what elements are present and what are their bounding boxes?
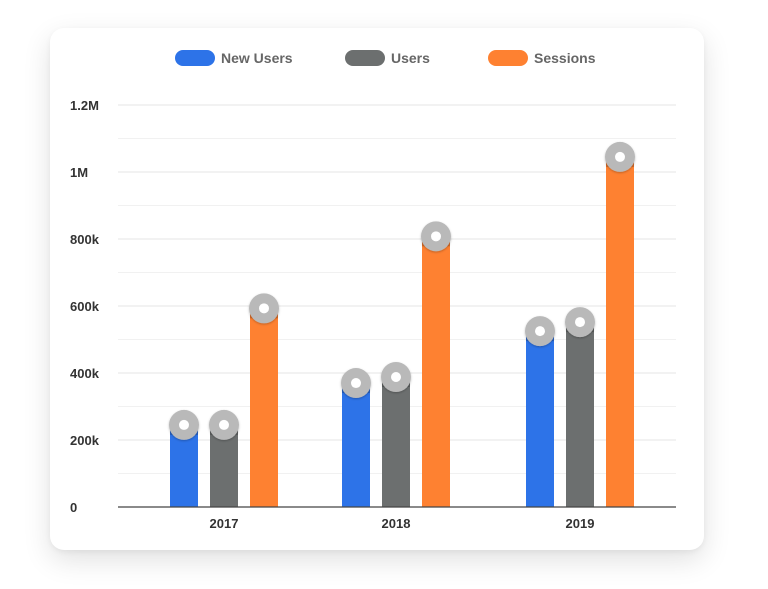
bar-new-users-2018[interactable] (342, 383, 370, 507)
data-point-marker-center (535, 326, 545, 337)
data-point-marker-center (615, 151, 625, 162)
legend-item-new-users[interactable]: New Users (175, 50, 293, 66)
bar-users-2018[interactable] (382, 377, 410, 507)
y-axis: 0 200k 400k 600k 800k 1M 1.2M (70, 98, 100, 515)
bar-sessions-2017[interactable] (250, 308, 278, 507)
y-tick-label: 1.2M (70, 98, 99, 113)
y-tick-label: 1M (70, 165, 88, 180)
data-point-marker-center (219, 419, 229, 430)
data-point-marker-center (391, 372, 401, 383)
legend-swatch (345, 50, 385, 66)
legend-label: New Users (221, 50, 293, 66)
legend-swatch (175, 50, 215, 66)
bar-new-users-2019[interactable] (526, 331, 554, 507)
data-point-marker-center (259, 303, 269, 314)
data-point-marker-center (179, 419, 189, 430)
x-axis: 2017 2018 2019 (118, 506, 676, 531)
legend-item-sessions[interactable]: Sessions (488, 50, 596, 66)
data-point-marker-center (431, 231, 441, 242)
bar-users-2019[interactable] (566, 322, 594, 507)
y-tick-label: 600k (70, 299, 100, 314)
y-tick-label: 0 (70, 500, 77, 515)
bar-sessions-2018[interactable] (422, 236, 450, 507)
bar-sessions-2019[interactable] (606, 156, 634, 508)
bars (169, 141, 635, 508)
x-tick-label: 2017 (210, 516, 239, 531)
legend-label: Sessions (534, 50, 596, 66)
y-tick-label: 800k (70, 232, 100, 247)
data-point-marker-center (575, 317, 585, 328)
chart-card (50, 28, 704, 550)
legend-label: Users (391, 50, 430, 66)
legend-swatch (488, 50, 528, 66)
x-tick-label: 2018 (382, 516, 411, 531)
legend-item-users[interactable]: Users (345, 50, 430, 66)
data-point-marker-center (351, 378, 361, 389)
y-tick-label: 200k (70, 433, 100, 448)
y-tick-label: 400k (70, 366, 100, 381)
x-tick-label: 2019 (566, 516, 595, 531)
legend: New Users Users Sessions (175, 50, 596, 66)
